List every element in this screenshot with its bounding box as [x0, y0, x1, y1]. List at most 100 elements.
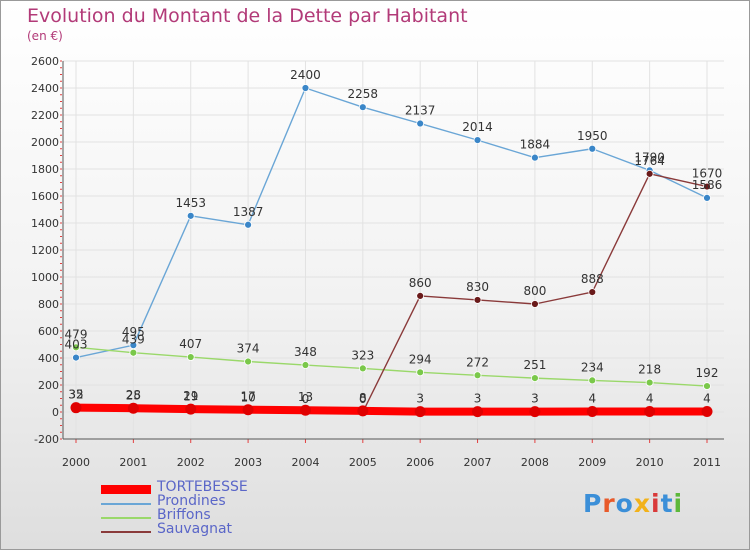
data-point: [645, 169, 654, 178]
legend-swatch: [101, 531, 151, 533]
data-point: [473, 371, 482, 380]
data-label: 2258: [348, 87, 379, 101]
data-label: 0: [359, 392, 367, 406]
data-label: 2014: [462, 120, 493, 134]
legend-item: Sauvagnat: [101, 521, 301, 538]
data-label: 403: [65, 338, 88, 352]
series-points: [70, 84, 713, 418]
y-tick-label: 600: [38, 325, 59, 338]
legend-item: TORTEBESSE: [101, 479, 301, 496]
data-point: [244, 220, 252, 229]
data-label: 4: [703, 391, 711, 405]
data-label: 25: [126, 389, 141, 403]
legend-swatch: [101, 503, 151, 505]
y-tick-labels: -200 0 200 400 600 800 1000 1200 1400 1600 1800 200…: [31, 55, 59, 446]
data-label: 10: [240, 391, 255, 405]
data-point: [644, 405, 656, 417]
series-line: [72, 403, 711, 416]
data-point: [358, 364, 367, 373]
y-tick-label: 2400: [31, 82, 59, 95]
legend-label: Prondines: [157, 493, 226, 509]
data-point: [186, 211, 195, 220]
data-point: [299, 404, 311, 416]
x-tick-labels: 2000 2001 2002 2003 2004 2005 2006 2007 2008 2009…: [62, 456, 721, 469]
x-tick-label: 2002: [177, 456, 205, 469]
data-label: 830: [466, 280, 489, 294]
logo-letter: i: [673, 489, 684, 518]
data-point: [357, 405, 369, 417]
data-point: [703, 182, 711, 191]
data-label: 860: [409, 276, 432, 290]
data-point: [416, 368, 425, 377]
y-tick-label: 2600: [31, 55, 59, 68]
data-label: 3: [416, 392, 424, 406]
x-tick-label: 2000: [62, 456, 90, 469]
logo-letter: t: [660, 489, 674, 518]
data-label: 1453: [175, 196, 206, 210]
y-tick-label: 400: [38, 352, 59, 365]
x-tick-label: 2008: [521, 456, 549, 469]
series-line: [75, 173, 708, 413]
data-label: 1884: [520, 138, 551, 152]
data-label: 3: [531, 392, 539, 406]
x-tick-label: 2010: [636, 456, 664, 469]
y-tick-label: 1400: [31, 217, 59, 230]
data-label: 1586: [692, 178, 723, 192]
data-label: 1670: [692, 167, 723, 181]
data-label: 0: [302, 392, 310, 406]
data-point: [529, 406, 541, 418]
logo-letter: P: [583, 489, 603, 518]
data-label: 21: [183, 389, 198, 403]
logo-letter: r: [602, 489, 616, 518]
data-point: [472, 406, 484, 418]
data-point: [242, 404, 254, 416]
data-label: 1790: [634, 150, 665, 164]
data-point: [127, 402, 139, 414]
data-point: [72, 353, 80, 362]
x-tick-label: 2003: [234, 456, 262, 469]
data-label: 2400: [290, 68, 321, 82]
data-point: [586, 405, 598, 417]
logo-letter: i: [651, 489, 661, 518]
data-label: 8: [359, 391, 367, 405]
x-tick-label: 2001: [119, 456, 147, 469]
data-label: 1950: [577, 129, 608, 143]
data-label: 323: [351, 348, 374, 362]
data-point: [703, 382, 711, 390]
data-label: 28: [126, 388, 141, 402]
legend-label: Briffons: [157, 507, 211, 523]
data-point: [703, 193, 711, 202]
data-point: [416, 291, 425, 300]
data-point: [531, 300, 539, 308]
y-tick-label: -200: [34, 433, 59, 446]
data-label: 218: [638, 363, 661, 377]
data-label: 439: [122, 333, 145, 347]
data-point: [473, 296, 482, 304]
data-point: [72, 343, 80, 352]
data-label: 348: [294, 345, 317, 359]
data-label: 272: [466, 355, 489, 369]
data-label: 251: [523, 358, 546, 372]
y-tick-label: 800: [38, 298, 59, 311]
data-label: 4: [646, 391, 654, 405]
x-tick-label: 2004: [291, 456, 319, 469]
y-tick-label: 2200: [31, 109, 59, 122]
data-labels: 4034951453138724002258213720141884195017…: [65, 68, 723, 406]
data-label: 17: [240, 390, 255, 404]
y-tick-label: 1800: [31, 163, 59, 176]
data-label: 35: [68, 387, 83, 401]
y-tick-label: 2000: [31, 136, 59, 149]
data-point: [588, 144, 597, 153]
series-lines: [72, 87, 711, 416]
data-point: [701, 405, 713, 417]
x-tick-label: 2006: [406, 456, 434, 469]
y-tick-label: 0: [52, 406, 59, 419]
logo-letter: x: [633, 489, 651, 518]
data-label: 2137: [405, 104, 436, 118]
data-point: [244, 357, 252, 366]
data-point: [588, 376, 597, 385]
data-label: 4: [588, 391, 596, 405]
data-label: 13: [298, 390, 313, 404]
data-point: [531, 374, 539, 383]
